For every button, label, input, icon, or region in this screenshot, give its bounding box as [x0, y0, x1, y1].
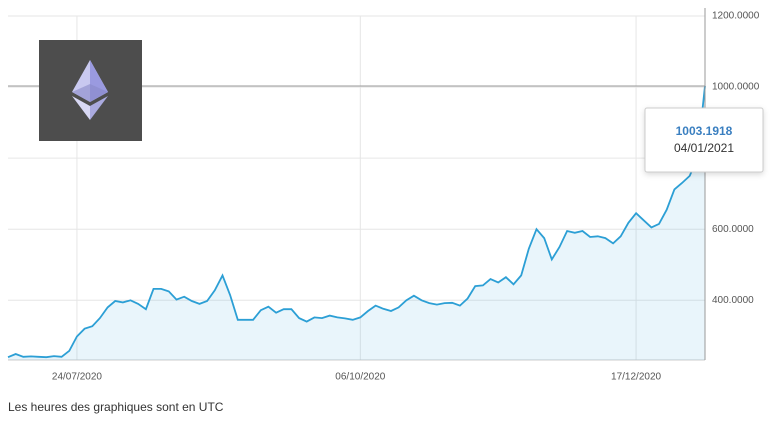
area	[8, 85, 705, 361]
tooltip-date: 04/01/2021	[674, 141, 734, 155]
line	[7, 85, 706, 359]
y-tick-label: 400.0000	[712, 295, 754, 306]
tooltip: 1003.1918 04/01/2021	[644, 107, 764, 173]
tooltip-box	[644, 107, 764, 173]
logo	[39, 40, 142, 141]
x-tick-label: 17/12/2020	[611, 372, 661, 383]
tooltip-value: 1003.1918	[676, 124, 733, 138]
x-tick-label: 06/10/2020	[335, 372, 385, 383]
y-tick-label: 1200.0000	[712, 11, 760, 22]
x-tick-label: 24/07/2020	[52, 372, 102, 383]
y-tick-label: 600.0000	[712, 224, 754, 235]
y-tick-label: 1000.0000	[712, 82, 760, 93]
footnote: Les heures des graphiques sont en UTC	[8, 400, 224, 414]
